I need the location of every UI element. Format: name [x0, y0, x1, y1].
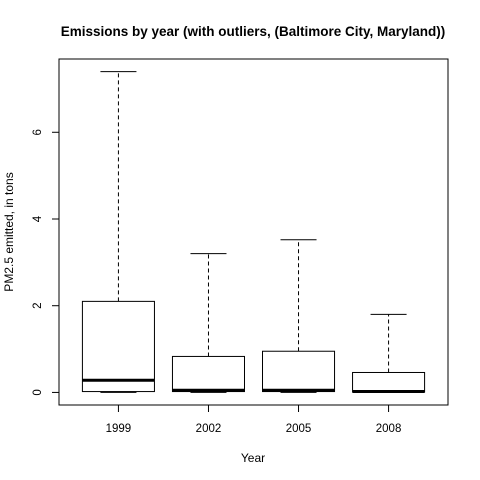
x-tick-label-2002: 2002	[196, 423, 222, 435]
y-tick-label-4: 4	[32, 215, 44, 222]
x-tick-label-1999: 1999	[106, 423, 132, 435]
box-rect-2002	[171, 355, 245, 393]
x-tick-label-2005: 2005	[286, 423, 312, 435]
y-tick-label-6: 6	[32, 129, 44, 135]
y-axis-label: PM2.5 emitted, in tons	[2, 172, 16, 291]
chart-title: Emissions by year (with outliers, (Balti…	[61, 24, 446, 39]
box-rect-2005	[262, 350, 336, 393]
box-2005	[262, 239, 336, 393]
boxes-layer	[81, 71, 426, 394]
y-axis: 0 2 4 6	[32, 129, 59, 396]
plot-frame	[58, 58, 449, 406]
box-1999	[81, 71, 155, 393]
box-rect-2008	[352, 371, 426, 393]
y-tick-label-2: 2	[32, 303, 44, 309]
box-2008	[352, 313, 426, 394]
x-axis: 1999 2002 2005 2008	[106, 405, 402, 435]
box-2002	[171, 253, 245, 393]
x-axis-label: Year	[241, 451, 265, 465]
y-tick-label-0: 0	[32, 389, 44, 395]
x-tick-label-2008: 2008	[376, 423, 402, 435]
box-rect-1999	[81, 300, 155, 393]
